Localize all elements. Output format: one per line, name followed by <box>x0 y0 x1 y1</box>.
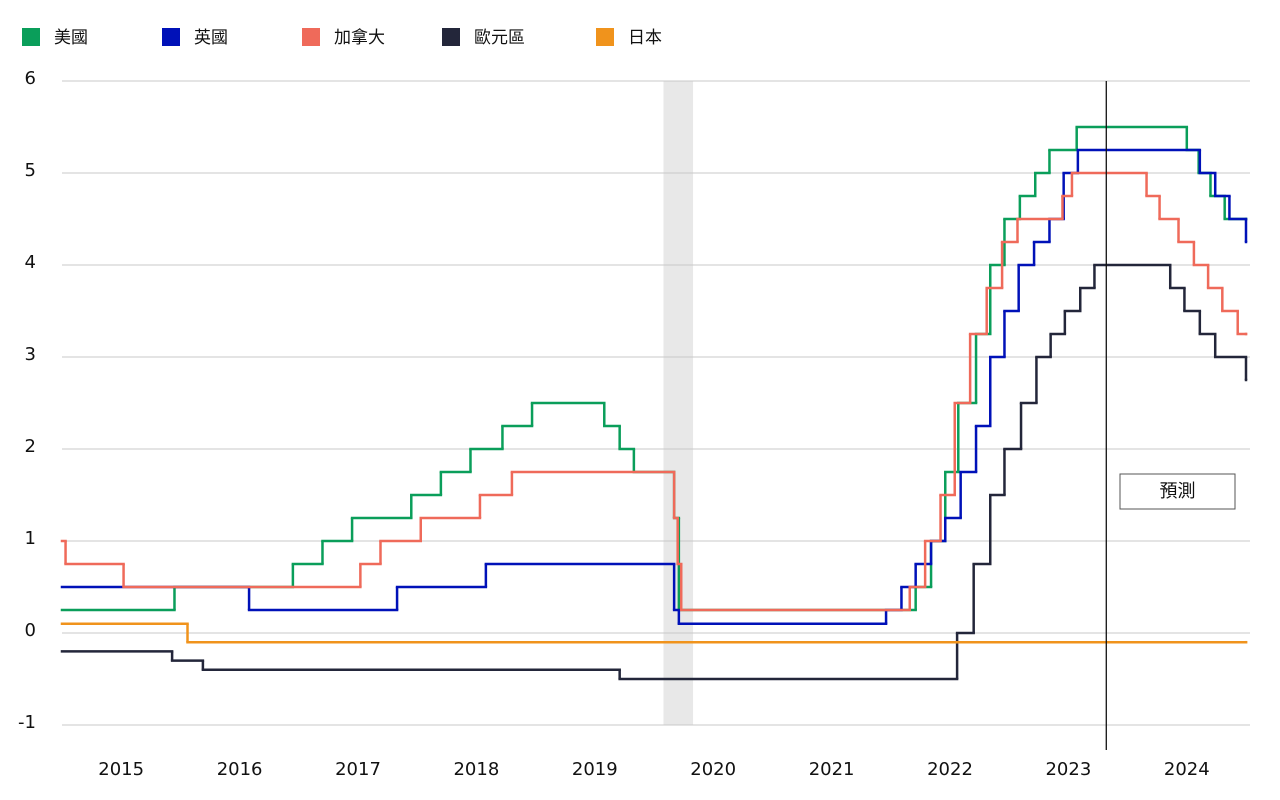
y-tick-label: 6 <box>25 68 36 89</box>
x-tick-label: 2019 <box>572 759 618 780</box>
legend-label: 英國 <box>194 28 228 48</box>
legend-label: 加拿大 <box>334 27 385 48</box>
legend-swatch <box>596 28 614 46</box>
x-tick-label: 2023 <box>1045 759 1091 780</box>
y-tick-label: 1 <box>25 528 36 549</box>
x-tick-label: 2015 <box>98 759 144 780</box>
y-tick-label: -1 <box>18 712 36 733</box>
x-tick-label: 2024 <box>1164 759 1210 780</box>
y-tick-label: 0 <box>25 620 36 641</box>
legend-label: 美國 <box>54 28 88 48</box>
legend-label: 歐元區 <box>474 28 525 48</box>
y-tick-label: 4 <box>25 252 36 273</box>
legend-swatch <box>162 28 180 46</box>
x-tick-label: 2022 <box>927 759 973 780</box>
y-tick-label: 3 <box>25 344 36 365</box>
x-tick-label: 2016 <box>217 759 263 780</box>
recession-band <box>663 81 694 725</box>
y-tick-label: 2 <box>25 436 36 457</box>
x-tick-label: 2018 <box>453 759 499 780</box>
y-tick-label: 5 <box>25 160 36 181</box>
legend-swatch <box>442 28 460 46</box>
x-tick-label: 2020 <box>690 759 736 780</box>
legend-label: 日本 <box>628 28 662 48</box>
forecast-label: 預測 <box>1160 481 1196 502</box>
legend-swatch <box>302 28 320 46</box>
x-tick-label: 2017 <box>335 759 381 780</box>
legend-swatch <box>22 28 40 46</box>
x-tick-label: 2021 <box>809 759 855 780</box>
forecast-box <box>1119 473 1236 510</box>
